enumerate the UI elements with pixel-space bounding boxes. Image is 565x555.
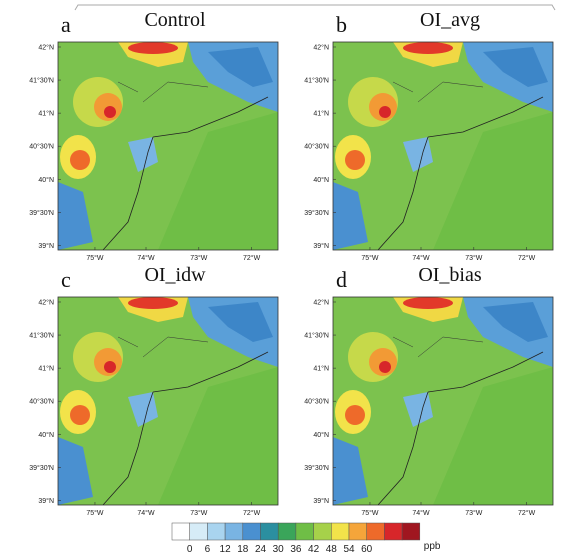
lat-label: 39°30′N (29, 209, 54, 217)
colorbar-box (401, 522, 421, 541)
lat-label: 41°30′N (304, 332, 329, 340)
lon-label: 72°W (518, 509, 536, 517)
lat-label: 40°N (38, 176, 54, 184)
colorbar-box (384, 522, 403, 541)
colorbar-box (277, 522, 297, 541)
lat-label: 40°30′N (304, 143, 329, 151)
colorbar-label: 60 (361, 544, 373, 555)
colorbar-box (189, 522, 208, 541)
lat-label: 42°N (313, 43, 329, 51)
colorbar-box (295, 522, 314, 541)
map (333, 42, 553, 250)
panel-title: OI_avg (420, 9, 480, 31)
lat-label: 41°N (313, 365, 329, 373)
lat-label: 41°30′N (304, 77, 329, 85)
lat-label: 39°30′N (304, 464, 329, 472)
panel-letter: a (61, 12, 71, 37)
lon-label: 72°W (518, 254, 536, 262)
lat-label: 41°N (38, 365, 54, 373)
lat-label: 40°30′N (29, 143, 54, 151)
colorbar-box (207, 522, 226, 541)
panel-title: OI_idw (144, 264, 206, 286)
lon-label: 74°W (412, 254, 430, 262)
lon-label: 75°W (361, 509, 379, 517)
lat-label: 42°N (38, 43, 54, 51)
panel-letter: c (61, 267, 71, 292)
lat-label: 41°30′N (29, 332, 54, 340)
colorbar-box (366, 522, 385, 541)
colorbar-label: 54 (343, 544, 355, 555)
panel-title: OI_bias (418, 264, 482, 286)
lat-label: 39°N (313, 242, 329, 250)
lat-label: 40°N (313, 431, 329, 439)
colorbar-label: 36 (290, 544, 302, 555)
colorbar-box (171, 522, 190, 541)
lon-label: 74°W (137, 254, 155, 262)
lon-label: 73°W (190, 509, 208, 517)
map (58, 297, 278, 505)
colorbar-box (224, 522, 244, 541)
colorbar-unit: ppb (424, 541, 441, 552)
panel-title: Control (144, 9, 206, 31)
panel-letter: d (336, 267, 347, 292)
lat-label: 39°N (313, 497, 329, 505)
lon-label: 74°W (137, 509, 155, 517)
lat-label: 41°N (313, 110, 329, 118)
lat-label: 40°30′N (304, 398, 329, 406)
lat-label: 42°N (313, 298, 329, 306)
lat-label: 40°N (313, 176, 329, 184)
lat-label: 39°N (38, 497, 54, 505)
lat-label: 40°30′N (29, 398, 54, 406)
colorbar-box (260, 522, 279, 541)
lat-label: 40°N (38, 431, 54, 439)
colorbar-label: 30 (273, 544, 285, 555)
lon-label: 73°W (465, 254, 483, 262)
lon-label: 72°W (243, 509, 261, 517)
colorbar-label: 18 (237, 544, 249, 555)
lon-label: 72°W (243, 254, 261, 262)
colorbar-label: 24 (255, 544, 267, 555)
lat-label: 39°N (38, 242, 54, 250)
panel-letter: b (336, 12, 347, 37)
colorbar-box (242, 522, 261, 541)
bracket (74, 4, 556, 11)
lon-label: 75°W (361, 254, 379, 262)
colorbar-box (313, 522, 332, 541)
lat-label: 41°30′N (29, 77, 54, 85)
colorbar-box (331, 522, 350, 541)
lat-label: 42°N (38, 298, 54, 306)
lon-label: 75°W (86, 509, 104, 517)
lon-label: 73°W (465, 509, 483, 517)
colorbar-label: 0 (187, 544, 193, 555)
colorbar-box (348, 522, 367, 541)
lat-label: 39°30′N (304, 209, 329, 217)
colorbar-label: 12 (220, 544, 232, 555)
colorbar-label: 48 (326, 544, 338, 555)
lon-label: 75°W (86, 254, 104, 262)
lat-label: 39°30′N (29, 464, 54, 472)
colorbar-label: 6 (205, 544, 211, 555)
lon-label: 74°W (412, 509, 430, 517)
lon-label: 73°W (190, 254, 208, 262)
colorbar-label: 42 (308, 544, 320, 555)
lat-label: 41°N (38, 110, 54, 118)
map (333, 297, 553, 505)
map (58, 42, 278, 250)
